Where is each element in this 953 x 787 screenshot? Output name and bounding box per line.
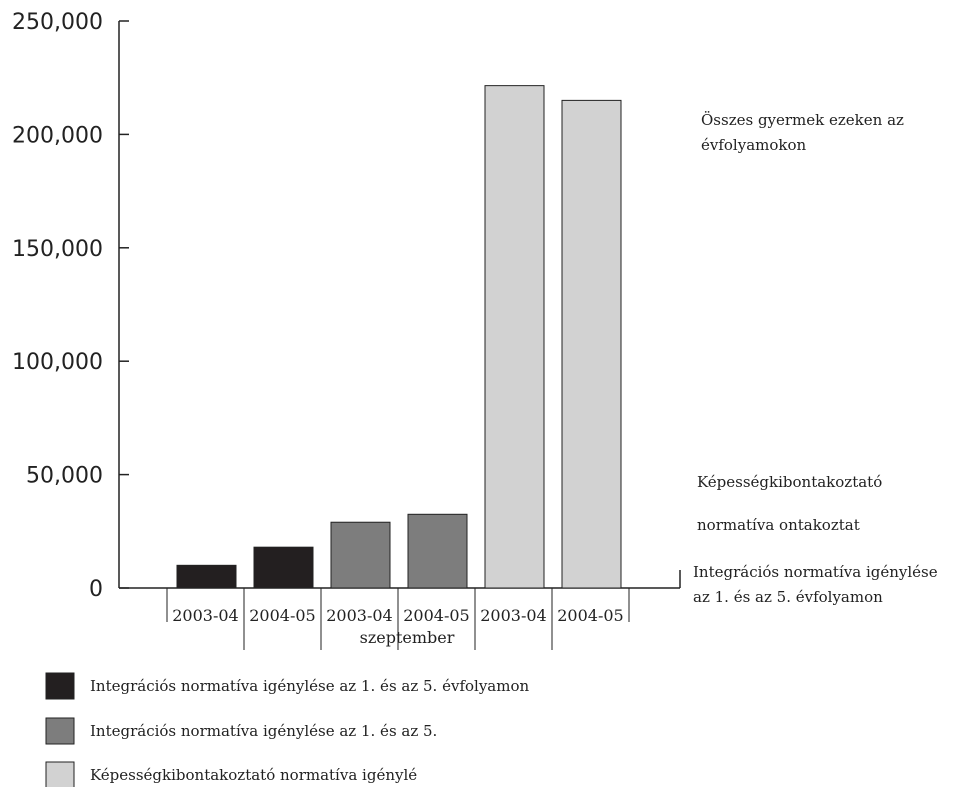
bar-6 bbox=[561, 99, 622, 589]
y-tick-label: 250,000 bbox=[12, 10, 103, 35]
y-ticks: 0 50,000 100,000 150,000 200,000 250,000 bbox=[12, 10, 129, 602]
bar-1 bbox=[176, 564, 237, 589]
annotation-integracio-line2: az 1. és az 5. évfolyamon bbox=[693, 588, 883, 606]
legend-swatch bbox=[45, 717, 75, 745]
y-tick-label: 200,000 bbox=[12, 123, 103, 148]
y-tick-label: 0 bbox=[89, 577, 103, 602]
x-category-label: 2003-04 bbox=[326, 606, 392, 625]
legend: Integrációs normatíva igénylése az 1. és… bbox=[45, 672, 529, 787]
bars bbox=[176, 85, 622, 589]
x-category-label: 2004-05 bbox=[557, 606, 623, 625]
annotation-total-line1: Összes gyermek ezeken az bbox=[701, 111, 904, 129]
legend-label: Képességkibontakoztató normatíva igénylé bbox=[90, 766, 417, 784]
bar-2 bbox=[253, 546, 314, 589]
x-labels: 2003-04 2004-05 2003-04 2004-05 2003-04 2004-… bbox=[166, 588, 630, 650]
annotation-total-line2: évfolyamokon bbox=[701, 136, 807, 154]
legend-label: Integrációs normatíva igénylése az 1. és… bbox=[90, 722, 437, 740]
y-tick-label: 150,000 bbox=[12, 237, 103, 262]
x-category-label: 2004-05 bbox=[249, 606, 315, 625]
annotation-integracio-line1: Integrációs normatíva igénylése bbox=[693, 563, 938, 581]
bar-3 bbox=[330, 521, 391, 589]
legend-label: Integrációs normatíva igénylése az 1. és… bbox=[90, 677, 529, 695]
y-tick-label: 50,000 bbox=[26, 464, 103, 489]
x-category-label: 2003-04 bbox=[480, 606, 546, 625]
y-tick-label: 100,000 bbox=[12, 350, 103, 375]
bar-5 bbox=[484, 85, 545, 589]
x-category-label: 2004-05 bbox=[403, 606, 469, 625]
annotation-kepesseg-line2: normatíva ontakoztat bbox=[697, 516, 860, 534]
group-label-szeptember: szeptember bbox=[360, 628, 455, 647]
bar-4 bbox=[407, 513, 468, 589]
annotation-kepesseg-line1: Képességkibontakoztató bbox=[697, 473, 882, 491]
legend-swatch bbox=[45, 761, 75, 787]
legend-swatch bbox=[45, 672, 75, 700]
x-category-label: 2003-04 bbox=[172, 606, 238, 625]
